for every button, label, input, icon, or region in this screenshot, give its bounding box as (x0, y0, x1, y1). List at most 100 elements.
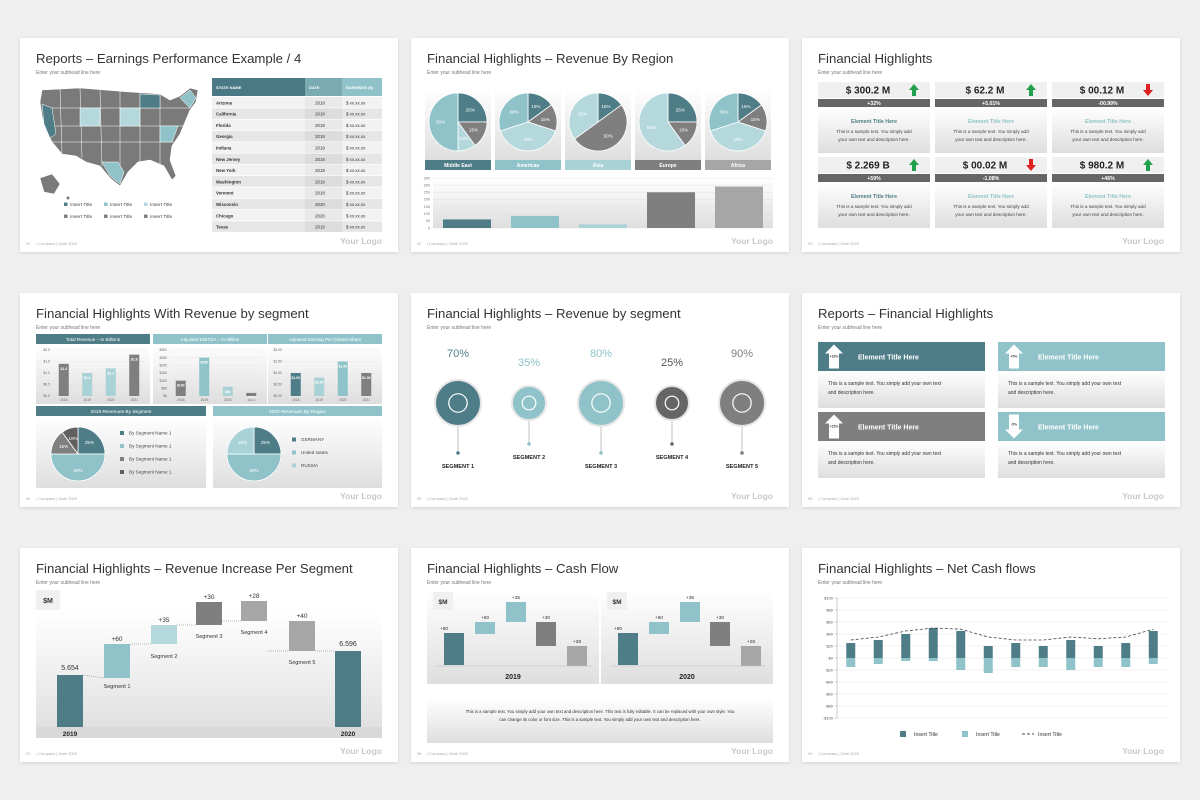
legend-label: By Segment Name 1 (129, 457, 172, 462)
bar-label: $100 (177, 384, 185, 388)
arrow-up (909, 84, 919, 96)
slide-title: Reports – Earnings Performance Example /… (36, 51, 301, 66)
badge-label: +16% (830, 355, 839, 359)
legend-label: Insert Title (976, 732, 1000, 738)
slice-label: 35% (578, 112, 587, 117)
table-cell: 2019 (315, 168, 325, 173)
slice-label: 25% (466, 107, 475, 112)
dot (456, 451, 460, 455)
bar (443, 219, 491, 228)
element-text: This is a sample text. You simply add yo… (1008, 451, 1122, 457)
bar (901, 658, 911, 661)
section-header (213, 406, 382, 416)
step-label: +40 (296, 613, 307, 620)
region-name: Europe (659, 163, 676, 169)
chart-header (153, 334, 267, 344)
footer: | Company | Date 2020 (427, 241, 469, 246)
table-header-cell (305, 78, 342, 96)
slide-subtitle: Enter your subhead line here (818, 580, 882, 586)
state (159, 125, 179, 143)
bar (314, 377, 325, 396)
bar-label: $250 (200, 361, 208, 365)
table-row (212, 142, 382, 153)
element-body (998, 371, 1165, 408)
element-title: Element Title Here (1038, 425, 1099, 432)
bar (1066, 658, 1076, 670)
step-name: Segment 1 (103, 684, 130, 690)
value-box (818, 157, 930, 173)
x-tick-label: 2020 (224, 398, 232, 402)
kpi-value: $ 300.2 M (846, 86, 890, 97)
slice-label: 25% (676, 107, 685, 112)
table-cell: Vermont (216, 191, 234, 196)
table-cell: Georgia (216, 134, 233, 139)
bar (199, 357, 210, 396)
element-header (998, 412, 1165, 441)
pie-slice (77, 426, 106, 455)
card-text: your own text and description here. (955, 212, 1027, 217)
dot (670, 442, 674, 446)
bar-label: $1.4 (60, 367, 67, 371)
unit-label: $M (612, 599, 621, 606)
footer: | Company | Date 2020 (36, 751, 78, 756)
slice-label: 60% (647, 125, 656, 130)
slide-thumbnail: Financial Highlights – Revenue Increase … (20, 548, 398, 762)
section-title: 2020 Revenues By Region (269, 409, 326, 415)
table-cell: Arizona (216, 100, 233, 105)
footer: | Company | Date 2020 (427, 496, 469, 501)
element-body (998, 441, 1165, 478)
slide-subtitle: Enter your subhead line here (427, 325, 491, 331)
bar (82, 373, 93, 396)
table-header: STATE NAME (216, 85, 242, 90)
segment-percent: 25% (661, 357, 683, 369)
slide-title: Financial Highlights – Revenue by segmen… (427, 306, 681, 321)
element-body (818, 441, 985, 478)
legend-swatch (120, 470, 124, 474)
bar-label: $1.8 (131, 358, 138, 362)
y-tick-label: $250 (159, 356, 167, 360)
card-text: your own text and description here. (1072, 137, 1144, 142)
page-number: 94 (26, 496, 31, 501)
year-label: 2019 (63, 731, 78, 738)
pie-slice (226, 453, 282, 482)
slide-thumbnail: Financial Highlights – Revenue By Region… (411, 38, 789, 252)
segment-percent: 80% (590, 348, 612, 360)
table-cell: 2019 (315, 134, 325, 139)
table-row (212, 97, 382, 108)
slide-title: Financial Highlights – Revenue By Region (427, 51, 673, 66)
state (101, 161, 125, 185)
x-tick-label: 2020 (107, 398, 115, 402)
kpi-value: $ 980.2 M (1080, 161, 1124, 172)
pie-slice (457, 92, 488, 123)
slide-subtitle: Enter your subhead line here (36, 70, 100, 76)
bar (290, 373, 301, 396)
bar (647, 192, 695, 228)
bar (1011, 643, 1021, 658)
slide-thumbnail: Reports – Financial Highlights Enter your… (802, 293, 1180, 507)
segment-circle (434, 379, 482, 427)
legend-label: Insert Title (914, 732, 938, 738)
page-number: 92 (417, 241, 422, 246)
table-cell: 2019 (315, 225, 325, 230)
region-band (565, 160, 631, 170)
table-row (212, 108, 382, 119)
region-name: Americas (517, 163, 540, 169)
slice-label: 10% (68, 436, 77, 441)
table-cell: New York (216, 168, 236, 173)
page-number: 95 (417, 496, 422, 501)
logo: Your Logo (731, 491, 773, 501)
y-tick-label: $1.5 (43, 360, 50, 364)
table-row (212, 164, 382, 176)
table-cell: $ xx.xx.xx (346, 225, 366, 230)
table-cell: Wisconsin (216, 202, 238, 207)
step-label: +35 (158, 617, 169, 624)
card-body (1052, 182, 1164, 228)
segment-percent: 90% (731, 348, 753, 360)
x-tick-label: 2021 (362, 398, 370, 402)
segment-icon (448, 393, 468, 413)
slice-label: 50% (436, 120, 445, 125)
footer: | Company | Date 2020 (36, 496, 78, 501)
bar-label: $0.80 (315, 381, 324, 385)
state (179, 89, 197, 109)
end-bar (335, 651, 361, 727)
